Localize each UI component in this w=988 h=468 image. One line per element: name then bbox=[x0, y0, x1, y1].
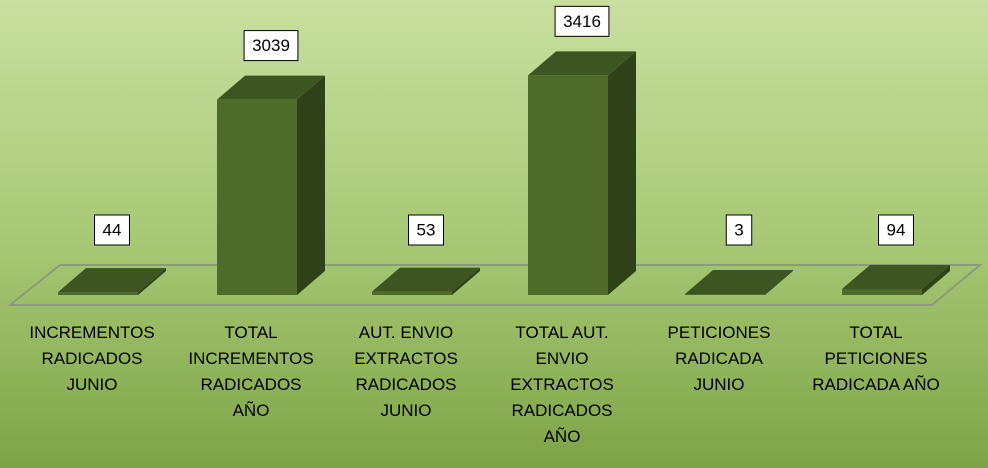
x-tick-label: TOTAL AUT. ENVIO EXTRACTOS RADICADOS AÑO bbox=[510, 323, 614, 446]
x-tick-label: INCREMENTOS RADICADOS JUNIO bbox=[29, 323, 155, 394]
value-label-box bbox=[94, 214, 130, 246]
bar-top bbox=[842, 264, 950, 289]
bar bbox=[685, 270, 793, 295]
bar-side bbox=[297, 75, 325, 295]
bar-front bbox=[372, 291, 452, 295]
bar-side bbox=[922, 264, 950, 295]
bar-top bbox=[58, 268, 166, 293]
value-label: 3039 bbox=[252, 36, 290, 55]
bar-top bbox=[685, 270, 793, 294]
value-label-box bbox=[243, 30, 299, 62]
x-tick-label: AUT. ENVIO EXTRACTOS RADICADOS JUNIO bbox=[354, 323, 458, 420]
bar-side bbox=[452, 267, 480, 295]
value-label-box bbox=[408, 214, 444, 246]
x-tick-label: TOTAL INCREMENTOS RADICADOS AÑO bbox=[188, 323, 314, 420]
bar-front bbox=[58, 292, 138, 295]
value-label: 3 bbox=[734, 220, 743, 239]
x-tick-label: PETICIONES RADICADA JUNIO bbox=[667, 323, 771, 394]
value-label: 94 bbox=[887, 220, 906, 239]
value-label-box bbox=[554, 5, 610, 37]
bar-front bbox=[217, 99, 297, 295]
value-label: 3416 bbox=[563, 12, 601, 31]
bar-front bbox=[528, 75, 608, 295]
x-tick-label: TOTAL PETICIONES RADICADA AÑO bbox=[812, 323, 940, 394]
bar bbox=[528, 51, 636, 296]
bar bbox=[372, 267, 480, 295]
value-label: 53 bbox=[417, 220, 436, 239]
bar bbox=[58, 268, 166, 295]
bar-front bbox=[842, 288, 922, 295]
bar-top bbox=[217, 75, 325, 100]
bar bbox=[842, 264, 950, 295]
bar-side bbox=[765, 270, 793, 295]
value-label-box bbox=[878, 214, 914, 246]
bar bbox=[217, 75, 325, 295]
bar-top bbox=[528, 51, 636, 76]
floor bbox=[7, 264, 983, 306]
bar-side bbox=[608, 51, 636, 296]
bar-top bbox=[372, 267, 480, 292]
value-label: 44 bbox=[103, 220, 122, 239]
value-label-box bbox=[725, 214, 753, 246]
bar-front bbox=[685, 294, 765, 295]
bar-side bbox=[138, 268, 166, 295]
